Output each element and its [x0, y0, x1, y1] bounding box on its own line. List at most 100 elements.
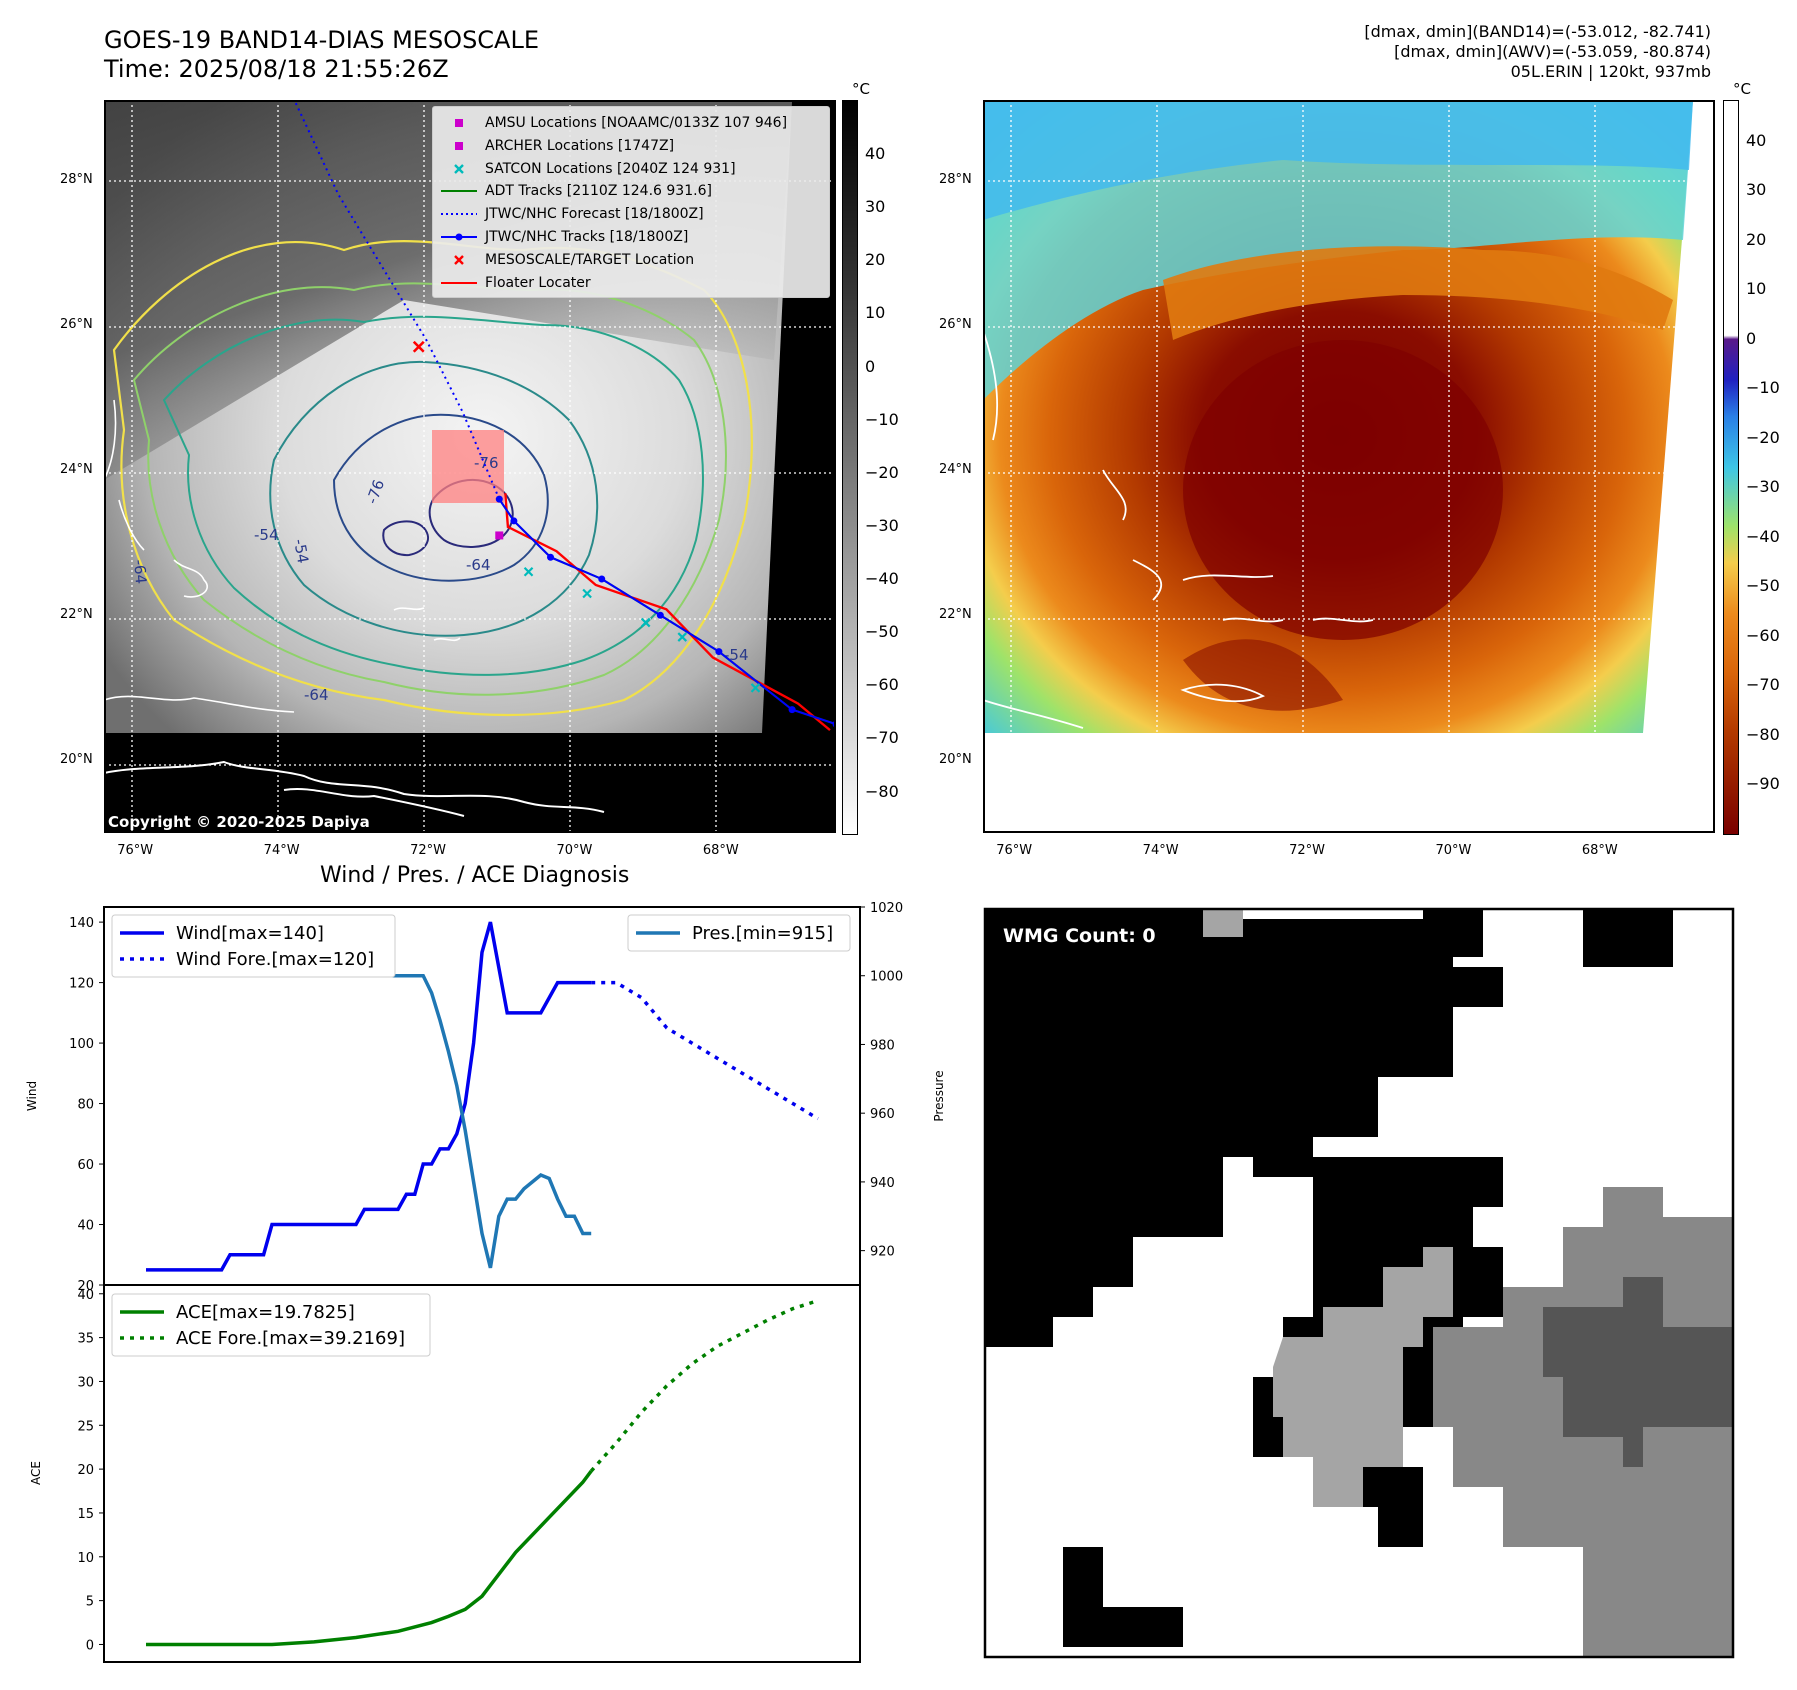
right-map-lon-label: 68°W — [1581, 843, 1618, 858]
left-map-lon-label: 74°W — [263, 843, 300, 858]
band14-cbar-tick: −30 — [865, 515, 899, 535]
pressure-ytick-label: 1020 — [870, 901, 903, 916]
legend-entry: ARCHER Locations [1747Z] — [439, 136, 674, 156]
contour-label-3: -64 — [466, 556, 491, 574]
wind-legend — [111, 914, 396, 978]
legend-symbol-icon — [455, 119, 463, 127]
legend-label: Floater Locater — [485, 274, 591, 291]
right-map-lon-label: 70°W — [1435, 843, 1472, 858]
legend-entry: AMSU Locations [NOAAMC/0133Z 107 946] — [439, 113, 787, 133]
right-map-lat-label: 24°N — [939, 462, 972, 478]
legend-symbol-icon — [441, 190, 477, 193]
awv-cbar-tick: −30 — [1746, 477, 1780, 497]
band14-cbar-tick: −10 — [865, 409, 899, 429]
band14-colorbar — [842, 100, 858, 835]
ace-ytick-label: 5 — [86, 1595, 94, 1610]
pressure-ytick-label: 1000 — [870, 970, 903, 985]
satcon-marker — [677, 632, 688, 642]
ace-ytick-label: 15 — [77, 1507, 94, 1522]
wind-ytick-label: 40 — [77, 1219, 94, 1234]
legend-label: AMSU Locations [NOAAMC/0133Z 107 946] — [485, 115, 788, 131]
series-line-0 — [146, 921, 592, 1272]
legend-symbol-icon — [454, 163, 464, 174]
awv-cbar-tick: −70 — [1746, 675, 1780, 695]
legend-label: MESOSCALE/TARGET Location — [485, 251, 695, 268]
pressure-ytick-label: 940 — [870, 1176, 895, 1191]
ace-ytick-label: 35 — [77, 1332, 94, 1347]
wind-ytick-label: 120 — [69, 977, 94, 992]
right-map-lon-label: 72°W — [1289, 843, 1325, 858]
right-map-lat-label: 22°N — [939, 607, 972, 623]
band14-cbar-tick: −80 — [865, 781, 899, 801]
right-map-lat-label: 20°N — [939, 752, 972, 768]
band14-cbar-tick: −70 — [865, 728, 899, 748]
wmg-frame — [983, 907, 1735, 1659]
info-line2: [dmax, dmin](AWV)=(-53.059, -80.874) — [1394, 42, 1711, 61]
awv-cbar-tick: 0 — [1746, 328, 1757, 348]
ace-series-line-0 — [146, 1469, 593, 1647]
copyright-text: Copyright © 2020-2025 Dapiya — [108, 813, 370, 831]
wind-ytick-label: 140 — [69, 916, 94, 931]
band14-cbar-tick: 10 — [865, 303, 886, 323]
awv-cbar-tick: −90 — [1746, 774, 1780, 794]
contour-label-7: -64 — [304, 686, 329, 704]
right-map-lon-label: 74°W — [1142, 843, 1179, 858]
contour-label-5: -54 — [254, 526, 279, 544]
band14-cbar-tick: −60 — [865, 675, 899, 695]
map-legend: AMSU Locations [NOAAMC/0133Z 107 946] ARC… — [432, 106, 830, 298]
band14-cbar-tick: 30 — [865, 197, 886, 217]
legend-entry: Floater Locater — [439, 273, 591, 293]
wind-legend-label: Wind[max=140] — [176, 923, 324, 944]
wmg-region — [1063, 1547, 1183, 1647]
satcon-marker — [640, 617, 651, 628]
wind-ytick-label: 60 — [77, 1158, 94, 1173]
wmg-region — [1583, 909, 1673, 967]
wind-legend-label: Wind Fore.[max=120] — [176, 949, 374, 970]
band14-cbar-tick: 20 — [865, 250, 886, 270]
jtwc-track-point — [598, 575, 606, 583]
jtwc-track-point — [788, 706, 796, 714]
band14-colorbar-unit: °C — [852, 80, 870, 98]
contour-label-6: -64 — [130, 559, 150, 585]
right-map-lat-label: 28°N — [939, 171, 972, 187]
legend-label: JTWC/NHC Tracks [18/1800Z] — [485, 229, 689, 245]
legend-label: SATCON Locations [2040Z 124 931] — [485, 160, 736, 177]
wmg-region — [1273, 1247, 1453, 1507]
jtwc-track-point — [715, 648, 723, 656]
wmg-count-badge: WMG Count: 0 — [995, 921, 1164, 951]
legend-symbol-icon — [441, 213, 477, 216]
legend-entry: JTWC/NHC Tracks [18/1800Z] — [439, 227, 688, 247]
right-map-lon-label: 76°W — [996, 843, 1033, 858]
satcon-marker — [750, 683, 761, 693]
legend-symbol-icon — [455, 141, 463, 150]
ace-ytick-label: 0 — [86, 1638, 94, 1653]
ace-axes — [103, 1284, 861, 1663]
track-layer — [293, 100, 836, 732]
mesoscale-box — [432, 430, 504, 503]
pressure-legend-label: Pres.[min=915] — [692, 923, 833, 944]
legend-symbol-icon — [441, 281, 477, 284]
left-map-lat-label: 28°N — [60, 171, 93, 187]
jtwc-track-point — [547, 553, 555, 561]
band14-cbar-tick: −40 — [865, 569, 899, 589]
awv-map — [983, 100, 1715, 833]
jtwc-track-point — [495, 495, 503, 503]
chart-title-line2: Time: 2025/08/18 21:55:26Z — [104, 55, 449, 83]
pressure-axis-label: Pressure — [932, 1070, 946, 1121]
ace-legend-label: ACE Fore.[max=39.2169] — [176, 1328, 405, 1349]
awv-colorbar — [1723, 100, 1739, 835]
left-map-lat-label: 20°N — [60, 752, 93, 768]
contour-label-1: -76 — [474, 454, 499, 472]
pressure-ytick-label: 980 — [870, 1038, 895, 1053]
forecast-track — [293, 100, 501, 500]
chart-title-line1: GOES-19 BAND14-DIAS MESOSCALE — [104, 26, 540, 54]
right-map-lat-label: 26°N — [939, 316, 972, 332]
wmg-region — [1543, 1277, 1733, 1467]
satcon-marker — [582, 588, 592, 599]
ace-legend-label: ACE[max=19.7825] — [176, 1302, 355, 1323]
left-map-lon-label: 72°W — [410, 843, 446, 858]
pressure-legend — [627, 914, 851, 952]
ace-axis-label: ACE — [29, 1461, 43, 1485]
awv-cbar-tick: 20 — [1746, 229, 1767, 249]
left-map-lon-label: 76°W — [117, 843, 154, 858]
